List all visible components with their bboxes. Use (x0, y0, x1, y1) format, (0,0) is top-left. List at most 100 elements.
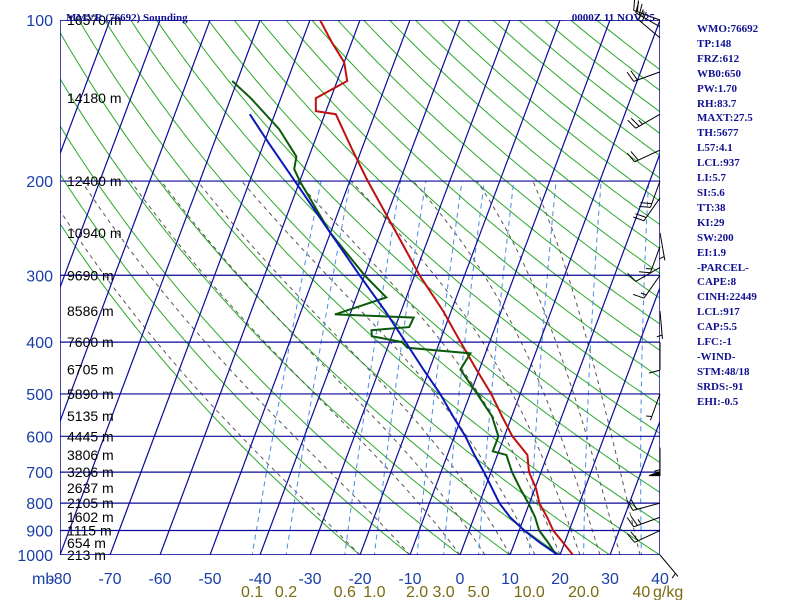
sounding-index: L57:4.1 (697, 142, 733, 155)
sounding-index: RH:83.7 (697, 97, 737, 110)
dry-adiabat (233, 20, 660, 406)
sounding-index: SRDS:-91 (697, 380, 744, 393)
wind-barb (639, 180, 661, 208)
mixing-ratio-line (640, 181, 650, 555)
sounding-index: EHI:-0.5 (697, 395, 739, 408)
mixing-ratio-tick-label: 1.0 (363, 584, 385, 600)
wind-barb (648, 342, 661, 374)
height-label: 10940 m (67, 225, 121, 241)
sounding-index: CAP:5.5 (697, 321, 738, 334)
height-label: 5135 m (67, 408, 114, 424)
isotherm-line (209, 20, 411, 555)
isotherm-line (60, 20, 211, 423)
wind-barb (639, 246, 661, 274)
height-label: 1602 m (67, 509, 114, 525)
sounding-index: EI:1.9 (697, 246, 727, 259)
height-label: 16570 m (67, 12, 121, 28)
height-label: 12400 m (67, 173, 121, 189)
moist-adiabat (160, 180, 486, 555)
temperature-tick-label: 20 (551, 571, 569, 588)
mixing-ratio-tick-label: 40 (632, 584, 650, 600)
wind-barb (633, 274, 661, 299)
pressure-tick-label: 600 (26, 429, 53, 446)
height-label: 8586 m (67, 303, 114, 319)
sounding-index: STM:48/18 (697, 365, 750, 378)
wind-barb (626, 499, 661, 511)
moist-adiabat (350, 180, 581, 555)
mixing-ratio-line (344, 181, 402, 555)
isotherm-line (559, 285, 660, 555)
isotherm-line (60, 20, 111, 156)
isotherm-line (309, 20, 511, 555)
wind-barb (646, 393, 661, 421)
temperature-tick-label: 40 (651, 571, 669, 588)
wind-barb (658, 232, 666, 261)
dry-adiabat (60, 124, 461, 555)
isotherm-line (259, 20, 461, 555)
isotherm-line (60, 20, 261, 555)
wind-barb (626, 530, 661, 543)
sounding-index: KI:29 (697, 216, 725, 229)
dry-adiabat (388, 20, 660, 250)
sounding-index: TP:148 (697, 37, 732, 50)
height-label: 4445 m (67, 428, 114, 444)
mixing-ratio-tick-label: 0.1 (241, 584, 263, 600)
mixing-ratio-line (583, 181, 602, 555)
dry-adiabat (60, 222, 361, 555)
pressure-tick-label: 100 (26, 13, 53, 30)
height-label: 213 m (67, 547, 106, 563)
temperature-tick-label: -30 (298, 571, 321, 588)
pressure-tick-label: 200 (26, 174, 53, 191)
temperature-tick-label: -70 (98, 571, 121, 588)
moist-adiabat (412, 180, 601, 555)
dry-adiabat (362, 20, 660, 274)
dry-adiabat (259, 20, 660, 378)
wind-barb (633, 197, 661, 222)
isotherm-line (60, 20, 161, 290)
mixing-ratio-line (478, 181, 515, 555)
dry-adiabat (285, 20, 660, 352)
sounding-index: TT:38 (697, 201, 726, 214)
wind-barb (627, 266, 661, 282)
height-label: 7600 m (67, 334, 114, 350)
wind-barb (656, 311, 663, 340)
dry-adiabat (311, 20, 660, 325)
wind-barbs (626, 0, 679, 579)
sounding-profiles (231, 20, 575, 555)
height-label: 14180 m (67, 90, 121, 106)
dry-adiabat (181, 20, 660, 464)
sounding-index: SW:200 (697, 231, 734, 244)
isotherm-line (159, 20, 361, 555)
sounding-index: WB0:650 (697, 67, 741, 80)
mixing-ratio-tick-label: 2.0 (406, 584, 428, 600)
temperature-tick-label: -50 (198, 571, 221, 588)
sounding-index: -PARCEL- (697, 261, 749, 274)
pressure-tick-label: 1000 (17, 548, 53, 565)
chart-timestamp: 0000Z 11 NOV 25 (572, 12, 656, 24)
parcel-line (248, 113, 562, 555)
sounding-index: FRZ:612 (697, 52, 740, 65)
sounding-index: TH:5677 (697, 127, 739, 140)
sounding-index: WMO:76692 (697, 23, 759, 35)
dry-adiabat (78, 20, 611, 555)
chart-title: MMVR (76692) Sounding (66, 12, 188, 24)
pressure-axis: 100 200 300 400 500 600 700 800 900 1000 (17, 13, 53, 565)
grid (60, 20, 660, 555)
pressure-tick-label: 800 (26, 496, 53, 513)
mixing-ratio-tick-label: 10.0 (514, 584, 545, 600)
wind-barb (626, 515, 661, 528)
temperature-tick-label: -60 (148, 571, 171, 588)
mixing-ratio-tick-label: 0.6 (334, 584, 356, 600)
sounding-index: -WIND- (697, 350, 736, 363)
wind-barb (635, 1, 661, 28)
isotherm-line (509, 152, 660, 555)
wind-barb (659, 554, 679, 579)
height-label: 5890 m (67, 386, 114, 402)
height-label: 2637 m (67, 480, 114, 496)
pressure-tick-label: 900 (26, 524, 53, 541)
isotherm-line (109, 20, 311, 555)
sounding-index: LCL:917 (697, 306, 740, 319)
sounding-index: MAXT:27.5 (697, 112, 753, 125)
mixing-ratio-line (373, 181, 427, 555)
